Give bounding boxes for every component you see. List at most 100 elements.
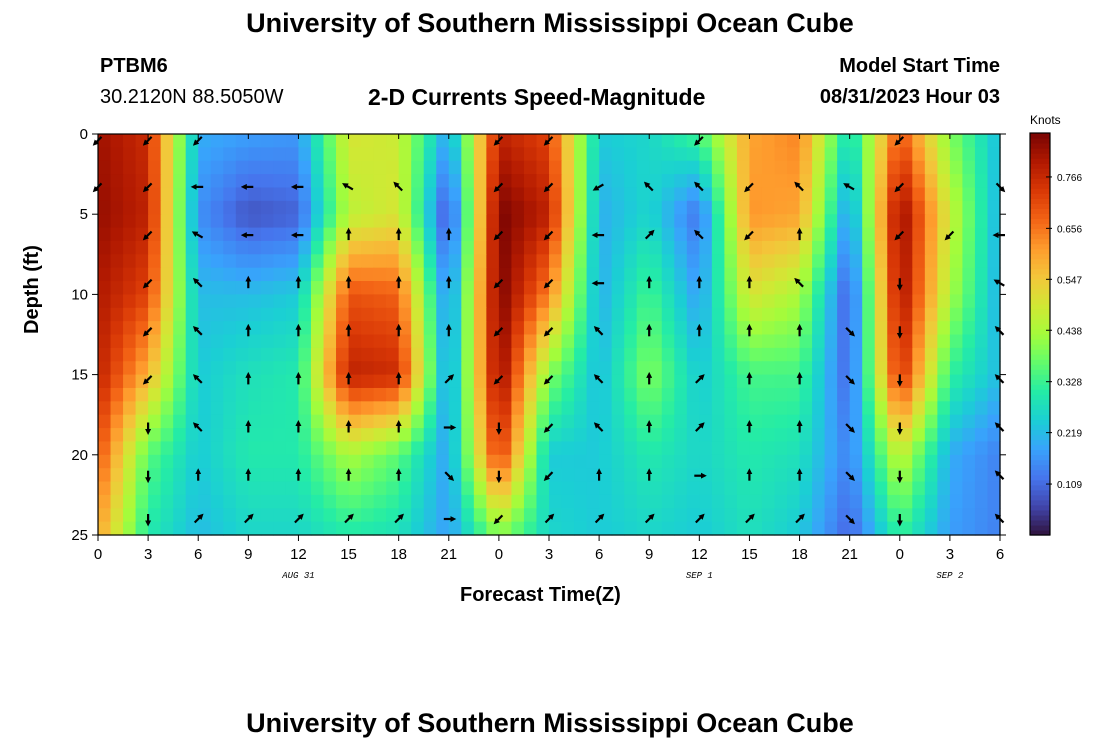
heatmap-cell [498, 240, 513, 255]
heatmap-cell [223, 361, 237, 376]
heatmap-cell [624, 321, 638, 336]
heatmap-cell [812, 428, 826, 443]
colorbar-segment [1030, 514, 1050, 521]
heatmap-cell [98, 401, 112, 416]
heatmap-cell [223, 200, 237, 215]
heatmap-cell [260, 227, 274, 242]
colorbar-segment [1030, 163, 1050, 169]
heatmap-cell [849, 187, 863, 202]
heatmap-cell [160, 187, 174, 202]
heatmap-cell [536, 200, 550, 215]
heatmap-cell [148, 481, 162, 496]
heatmap-cell [348, 454, 362, 469]
heatmap-cell [411, 160, 425, 175]
heatmap-cell [98, 307, 112, 322]
heatmap-cell [285, 160, 300, 175]
heatmap-cell [436, 294, 450, 309]
heatmap-cell [974, 347, 989, 362]
y-tick-label: 0 [80, 126, 88, 143]
heatmap-cell [210, 494, 224, 509]
heatmap-cell [160, 294, 174, 309]
heatmap-cell [962, 347, 976, 362]
heatmap-cell [624, 147, 638, 162]
heatmap-cell [235, 494, 249, 509]
heatmap-cell [223, 227, 237, 242]
heatmap-cell [486, 174, 500, 189]
heatmap-cell [348, 468, 362, 483]
colorbar-tick-label: 0.547 [1057, 275, 1082, 286]
heatmap-cell [674, 347, 688, 362]
heatmap-cell [987, 267, 1001, 282]
heatmap-cell [273, 401, 287, 416]
heatmap-cell [185, 147, 199, 162]
heatmap-cell [749, 454, 763, 469]
heatmap-cell [323, 200, 337, 215]
heatmap-cell [636, 481, 650, 496]
heatmap-cell [411, 134, 425, 148]
heatmap-cell [98, 481, 112, 496]
heatmap-cell [523, 334, 538, 349]
heatmap-cell [924, 281, 938, 295]
heatmap-cell [874, 414, 888, 429]
heatmap-cell [423, 347, 437, 362]
heatmap-cell [210, 134, 224, 148]
heatmap-cell [511, 254, 525, 269]
heatmap-cell [486, 347, 500, 362]
heatmap-cell [373, 441, 387, 456]
heatmap-cell [549, 334, 563, 349]
heatmap-cell [649, 454, 663, 469]
heatmap-cell [987, 240, 1001, 255]
heatmap-cell [148, 494, 162, 509]
heatmap-cell [761, 187, 776, 202]
heatmap-cell [486, 267, 500, 282]
heatmap-cell [323, 227, 337, 242]
heatmap-cell [411, 441, 425, 456]
current-vector-arrow [593, 326, 604, 336]
heatmap-cell [586, 334, 600, 349]
heatmap-cell [799, 428, 813, 443]
heatmap-cell [987, 347, 1001, 362]
heatmap-cell [774, 174, 788, 189]
colorbar-segment [1030, 268, 1050, 275]
heatmap-cell [398, 160, 412, 175]
colorbar-segment [1030, 293, 1050, 300]
heatmap-cell [899, 200, 913, 215]
heatmap-cell [736, 307, 751, 322]
heatmap-cell [260, 361, 274, 376]
heatmap-cell [924, 200, 938, 215]
heatmap-cell [661, 468, 675, 483]
heatmap-cell [799, 147, 813, 162]
heatmap-cell [699, 361, 713, 376]
heatmap-cell [185, 401, 199, 416]
heatmap-cell [749, 428, 763, 443]
heatmap-cell [812, 187, 826, 202]
heatmap-cell [273, 294, 287, 309]
heatmap-cell [486, 361, 500, 376]
heatmap-cell [549, 160, 563, 175]
heatmap-cell [812, 481, 826, 496]
heatmap-cell [135, 200, 149, 215]
heatmap-cell [686, 494, 700, 509]
heatmap-cell [611, 494, 625, 509]
heatmap-cell [837, 147, 851, 162]
heatmap-cell [837, 227, 851, 242]
heatmap-cell [248, 508, 262, 523]
heatmap-cell [686, 321, 700, 336]
heatmap-cell [123, 401, 137, 416]
heatmap-cell [135, 521, 149, 536]
heatmap-cell [862, 187, 876, 202]
heatmap-cell [636, 240, 650, 255]
heatmap-cell [912, 347, 926, 362]
heatmap-cell [423, 321, 437, 336]
heatmap-cell [210, 387, 224, 402]
heatmap-cell [774, 294, 788, 309]
heatmap-cell [448, 494, 462, 509]
heatmap-cell [987, 334, 1001, 349]
heatmap-cell [849, 374, 863, 389]
heatmap-cell [411, 468, 425, 483]
heatmap-cell [273, 174, 287, 189]
heatmap-cell [285, 468, 300, 483]
heatmap-cell [473, 227, 487, 242]
heatmap-cell [348, 508, 362, 523]
heatmap-cell [336, 361, 350, 376]
